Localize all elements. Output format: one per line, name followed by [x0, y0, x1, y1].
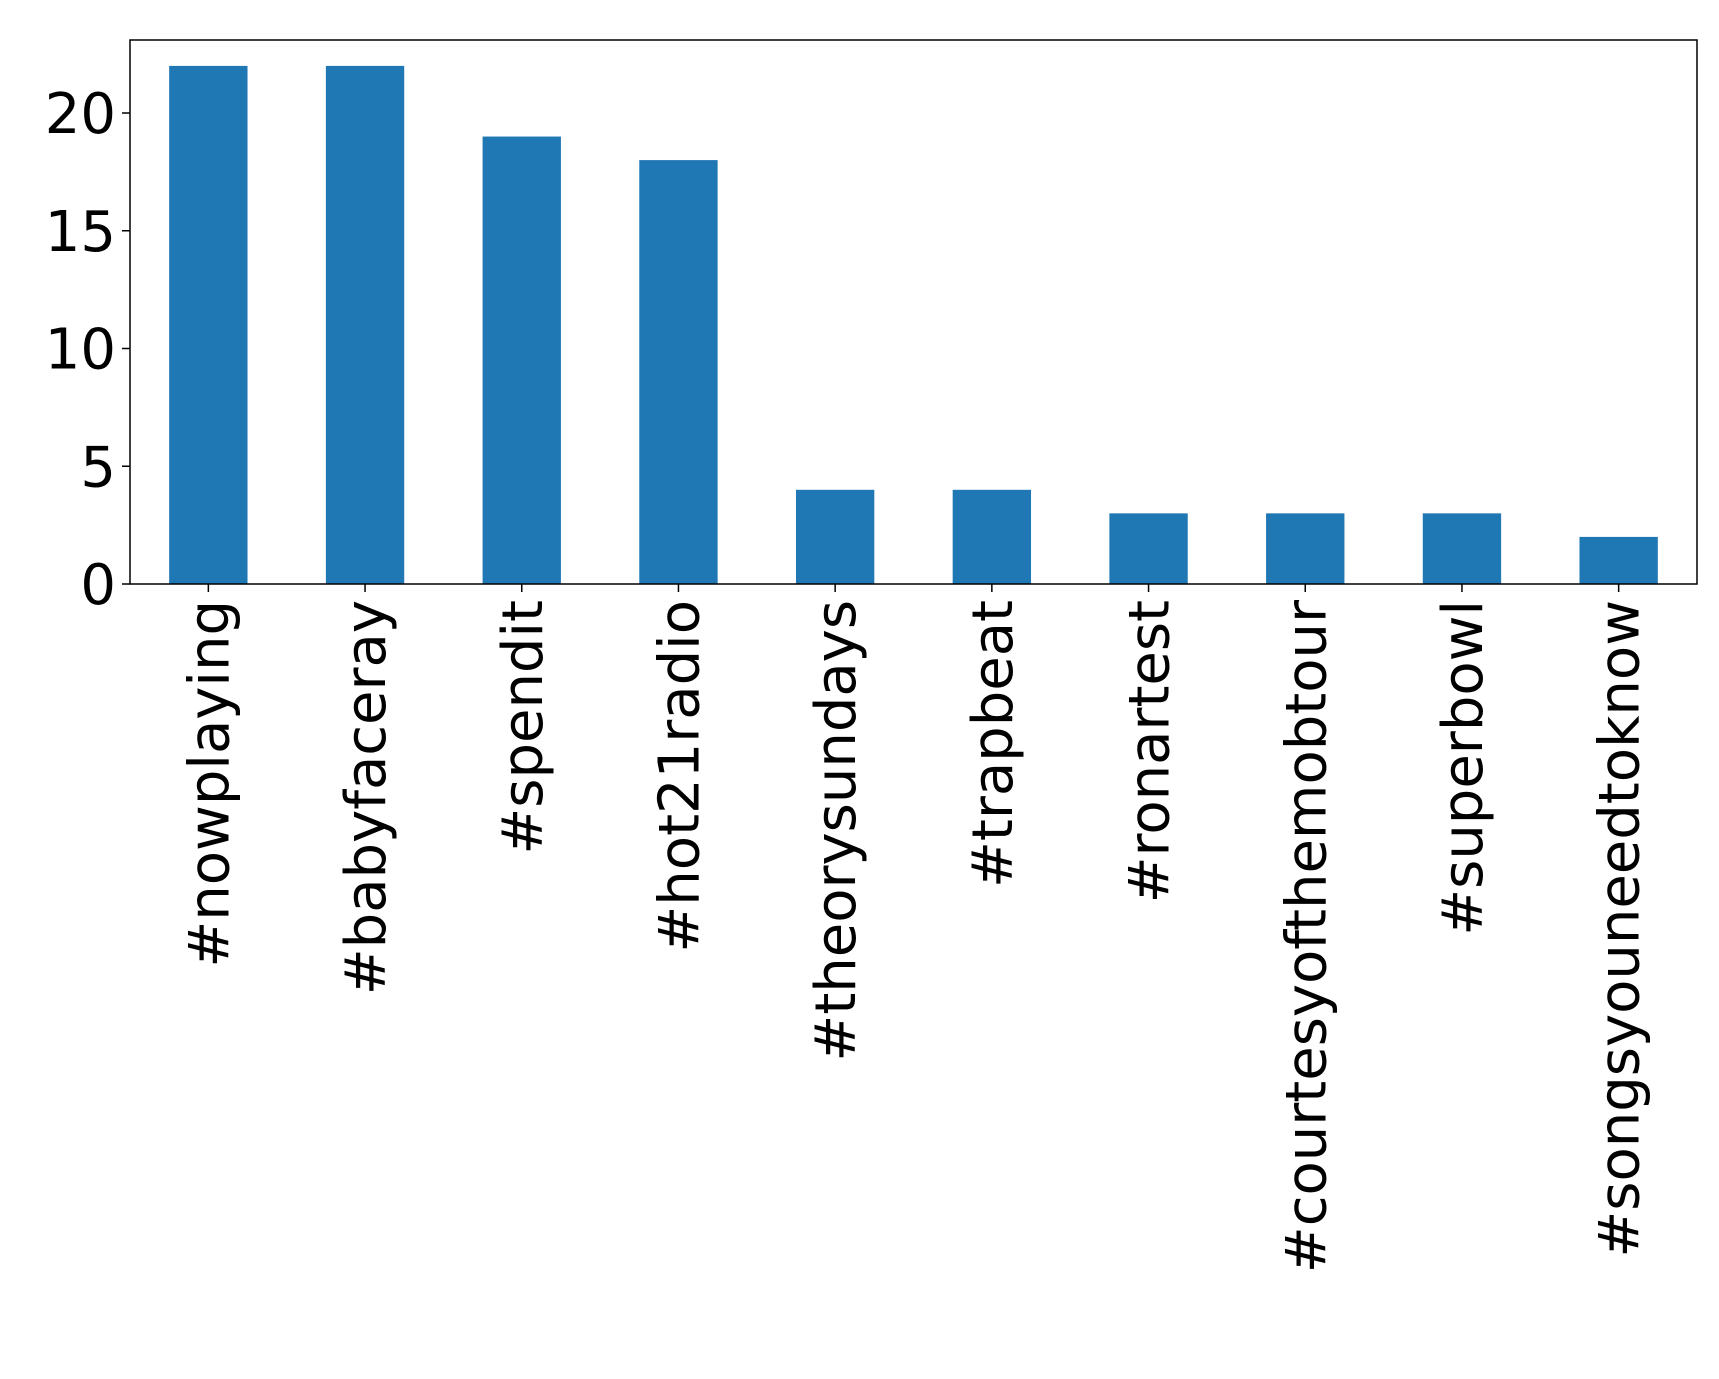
- x-tick-label: #courtesyofthemobtour: [1274, 599, 1339, 1273]
- plot-area-frame: [129, 39, 1698, 585]
- bar-5: [952, 489, 1032, 584]
- y-tick-label: 10: [45, 318, 116, 383]
- y-tick-label: 15: [45, 200, 116, 265]
- bar-2: [482, 136, 561, 584]
- bar-0: [169, 65, 248, 584]
- bar-8: [1422, 513, 1502, 584]
- y-tick-label: 0: [80, 553, 116, 618]
- bar-3: [639, 160, 718, 585]
- x-tick-label: #nowplaying: [177, 600, 242, 968]
- bar-6: [1109, 513, 1188, 584]
- bar-4: [795, 489, 875, 584]
- y-tick-label: 20: [45, 82, 116, 147]
- y-tick-label: 5: [80, 435, 116, 500]
- x-tick-label: #songsyouneedtoknow: [1588, 600, 1653, 1258]
- x-tick-label: #spendit: [491, 600, 556, 855]
- y-axis: 0 5 10 15 20: [45, 82, 130, 618]
- x-axis: #nowplaying #babyfaceray #spendit #hot21rad…: [177, 584, 1653, 1273]
- bar-series: [169, 65, 1658, 585]
- x-tick-label: #trapbeat: [961, 600, 1026, 888]
- x-tick-label: #babyfaceray: [334, 600, 399, 995]
- bar-1: [325, 65, 405, 584]
- x-tick-label: #theorysundays: [804, 600, 869, 1062]
- bar-9: [1579, 536, 1658, 584]
- x-tick-label: #hot21radio: [647, 600, 712, 953]
- bar-7: [1266, 513, 1345, 584]
- x-tick-label: #superbowl: [1431, 600, 1496, 936]
- x-tick-label: #ronartest: [1118, 600, 1183, 903]
